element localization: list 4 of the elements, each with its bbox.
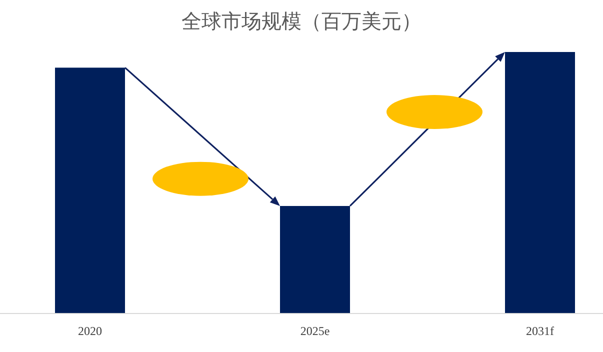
chart-title: 全球市场规模（百万美元） [182,9,422,33]
x-tick-label: 2031f [526,324,554,338]
x-tick-label: 2025e [300,324,330,338]
x-tick-label: 2020 [78,324,102,338]
